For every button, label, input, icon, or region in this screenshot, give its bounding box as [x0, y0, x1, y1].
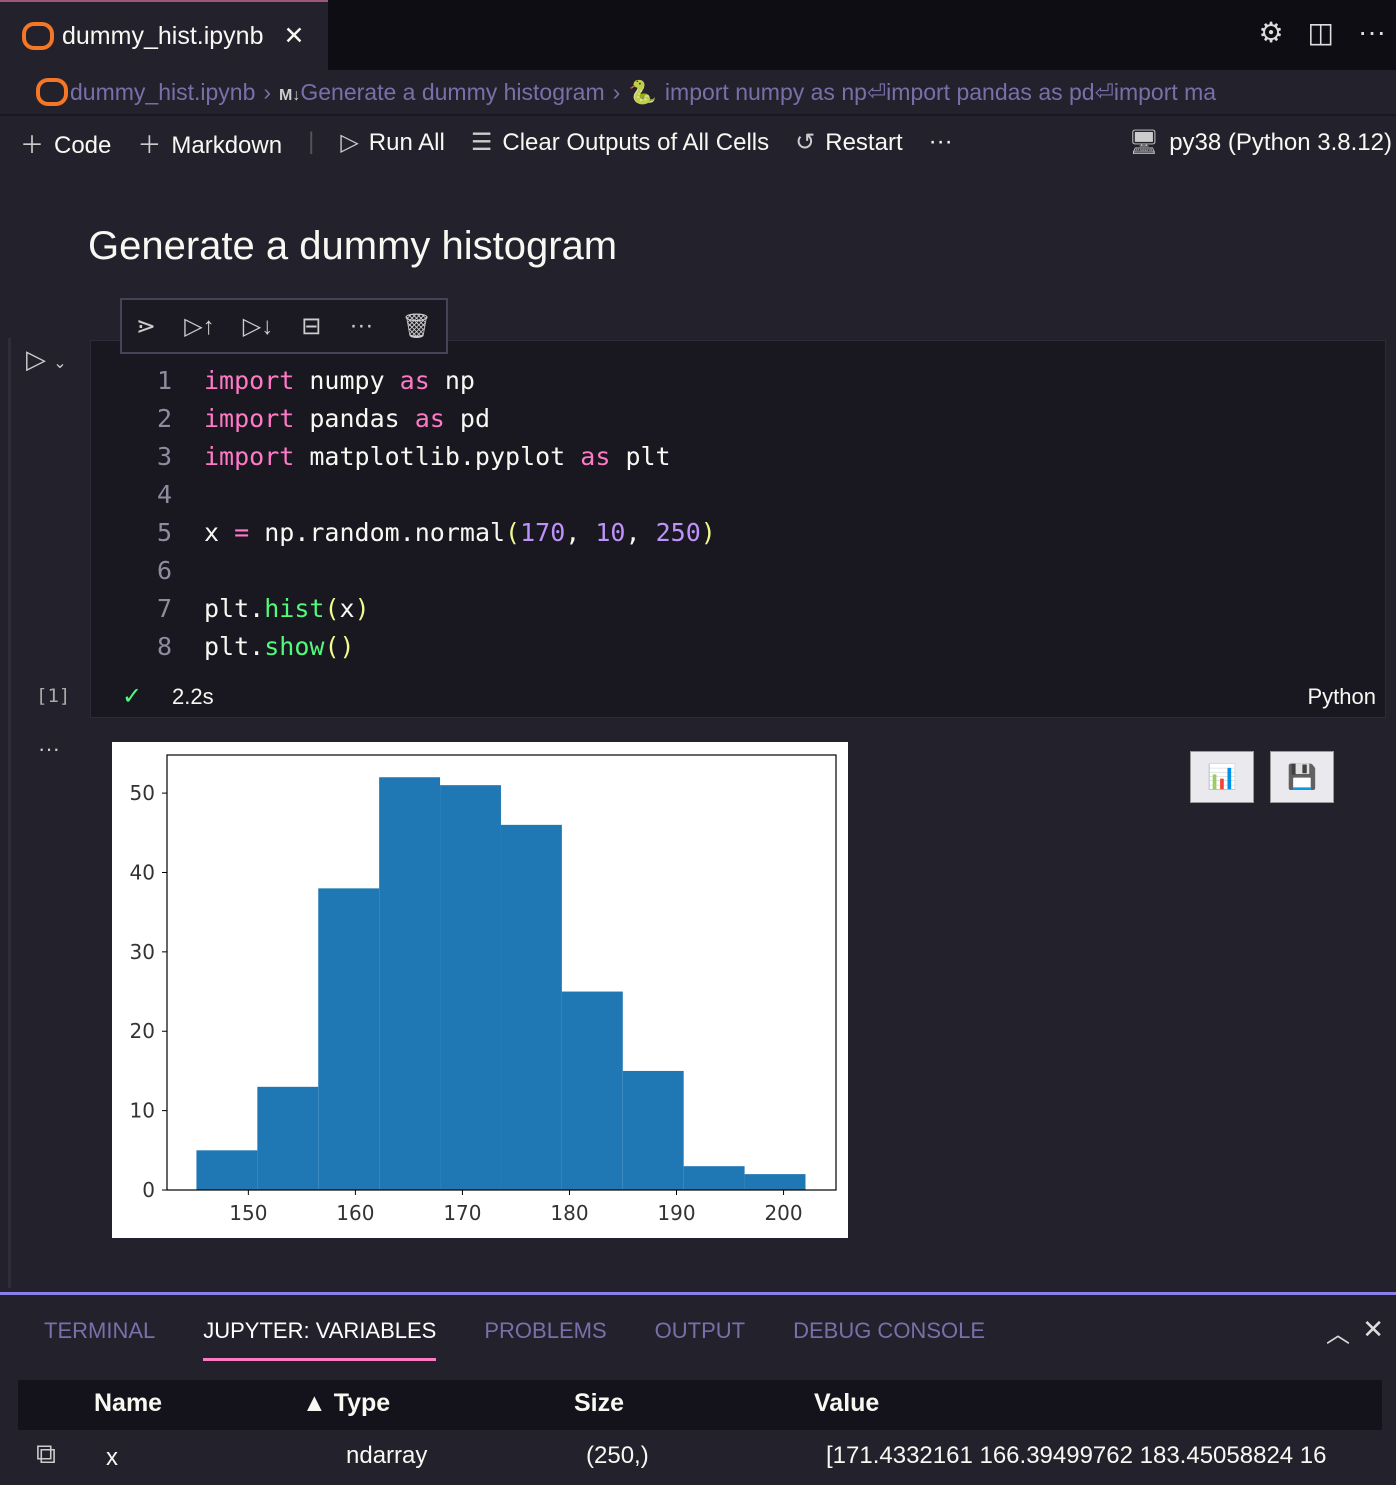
output-plot: 150 160 170 180 190 200 0 10 20 30 40 50 — [112, 742, 848, 1238]
markdown-icon: M↓ — [279, 86, 301, 104]
run-all-icon: ▷ — [340, 128, 359, 156]
histogram-bar — [440, 785, 501, 1190]
column-size[interactable]: Size — [574, 1389, 625, 1417]
column-name[interactable]: Name — [94, 1389, 163, 1417]
more-icon[interactable]: ··· — [928, 128, 953, 155]
add-code-button[interactable]: ＋ Code — [20, 131, 112, 159]
variable-name: x — [106, 1444, 118, 1471]
tab-output[interactable]: OUTPUT — [654, 1318, 746, 1343]
tab-title: dummy_hist.ipynb — [62, 21, 264, 50]
tab-terminal[interactable]: TERMINAL — [44, 1318, 156, 1343]
execution-time: 2.2s — [172, 684, 214, 709]
x-tick-label: 180 — [550, 1201, 588, 1225]
breadcrumb-section[interactable]: Generate a dummy histogram — [300, 78, 605, 105]
code-editor[interactable]: 1 import numpy as np 2 import pandas as pd… — [156, 366, 716, 661]
output-more-icon[interactable]: ··· — [38, 736, 60, 761]
tab-dummy-hist[interactable]: dummy_hist.ipynb ✕ — [0, 0, 328, 70]
run-by-line-icon[interactable]: ⋗ — [136, 312, 157, 340]
clear-all-icon: ☰ — [470, 128, 493, 156]
save-plot-button[interactable]: 💾 — [1270, 751, 1334, 803]
close-icon[interactable]: ✕ — [283, 22, 305, 50]
add-markdown-button[interactable]: ＋ Markdown — [137, 131, 283, 159]
histogram-bar — [318, 888, 380, 1190]
plus-icon: ＋ — [137, 131, 162, 159]
check-icon: ✓ — [122, 683, 143, 710]
tab-problems[interactable]: PROBLEMS — [484, 1318, 607, 1343]
column-value[interactable]: Value — [814, 1389, 880, 1417]
bottom-panel — [0, 1292, 1396, 1485]
histogram-bar — [257, 1086, 319, 1190]
tab-debug-console[interactable]: DEBUG CONSOLE — [793, 1318, 986, 1343]
variable-size: (250,) — [586, 1442, 649, 1469]
y-tick-label: 0 — [142, 1178, 155, 1202]
code-cell[interactable] — [90, 340, 1386, 718]
split-cell-icon[interactable]: ⊟ — [301, 312, 322, 340]
variable-type: ndarray — [346, 1442, 428, 1469]
restart-button[interactable]: ↺ Restart — [795, 128, 903, 156]
open-data-viewer-icon[interactable]: ⧉ — [36, 1438, 56, 1469]
tab-jupyter-variables[interactable]: JUPYTER: VARIABLES — [203, 1318, 437, 1361]
bar-chart-icon: 📊 — [1207, 763, 1237, 791]
breadcrumb: dummy_hist.ipynb › M↓Generate a dummy his… — [34, 78, 1394, 106]
run-all-button[interactable]: ▷ Run All — [340, 128, 445, 156]
cell-toolbar: ⋗ ▷↑ ▷↓ ⊟ ··· 🗑 — [120, 298, 448, 354]
save-icon: 💾 — [1287, 763, 1317, 791]
kernel-icon: 🖥 — [1128, 129, 1160, 156]
x-tick-label: 200 — [764, 1201, 802, 1225]
jupyter-icon — [20, 22, 54, 50]
histogram-bar — [744, 1174, 806, 1190]
y-tick-label: 30 — [130, 940, 155, 964]
notebook-toolbar: ＋ Code ＋ Markdown | ▷ Run All ☰ Clear Output… — [0, 114, 1396, 168]
histogram-bar — [561, 991, 623, 1190]
histogram-chart: 150 160 170 180 190 200 0 10 20 30 40 50 — [130, 754, 837, 1225]
table-row[interactable]: ⧉ x ndarray (250,) [171.4332161 166.3949… — [18, 1432, 1382, 1485]
maximize-panel-icon[interactable]: ︿ — [1326, 1321, 1350, 1348]
histogram-bar — [379, 777, 441, 1190]
variable-value: [171.4332161 166.39499762 183.45058824 1… — [826, 1442, 1327, 1469]
chevron-down-icon[interactable]: ⌄ — [53, 355, 67, 372]
histogram-bar — [683, 1166, 745, 1190]
more-icon[interactable]: ··· — [349, 312, 374, 339]
kernel-picker[interactable]: 🖥 py38 (Python 3.8.12) — [1128, 129, 1392, 156]
axes-frame — [166, 754, 837, 1191]
trash-icon[interactable]: 🗑 — [401, 312, 432, 340]
panel-tabs: TERMINAL JUPYTER: VARIABLES PROBLEMS OUT… — [44, 1318, 985, 1361]
x-tick-label: 150 — [229, 1201, 267, 1225]
run-above-icon[interactable]: ▷↑ — [184, 312, 215, 340]
plot-viewer-button[interactable]: 📊 — [1190, 751, 1254, 803]
run-cell-button[interactable]: ▷ ⌄ — [26, 344, 67, 374]
breadcrumb-cell[interactable]: import numpy as np⏎import pandas as pd⏎i… — [664, 78, 1217, 105]
restart-icon: ↺ — [795, 128, 816, 156]
cell-focus-bar — [8, 338, 11, 1288]
clear-outputs-button[interactable]: ☰ Clear Outputs of All Cells — [470, 128, 770, 156]
markdown-heading: Generate a dummy histogram — [88, 224, 618, 268]
more-icon[interactable]: ··· — [1358, 16, 1386, 47]
x-tick-label: 190 — [657, 1201, 695, 1225]
close-panel-icon[interactable]: ✕ — [1362, 1314, 1384, 1344]
breadcrumb-file[interactable]: dummy_hist.ipynb — [70, 78, 256, 105]
execution-count: [1] — [36, 685, 71, 707]
column-type[interactable]: ▲ Type — [302, 1389, 391, 1417]
gear-icon[interactable]: ⚙ — [1258, 17, 1284, 48]
y-tick-label: 40 — [130, 860, 155, 884]
run-below-icon[interactable]: ▷↓ — [242, 312, 274, 340]
y-tick-label: 50 — [130, 781, 155, 805]
plus-icon: ＋ — [20, 131, 44, 159]
jupyter-icon — [34, 78, 68, 106]
variables-table-header: Name ▲ Type Size Value — [18, 1380, 1382, 1430]
python-icon: 🐍 — [628, 78, 657, 105]
histogram-bar — [622, 1070, 684, 1190]
y-tick-label: 10 — [130, 1099, 155, 1123]
cell-language[interactable]: Python — [1307, 684, 1377, 709]
histogram-bar — [196, 1150, 258, 1190]
split-editor-icon[interactable]: ◫ — [1307, 17, 1335, 48]
histogram-bar — [500, 824, 562, 1190]
x-tick-label: 160 — [336, 1201, 374, 1225]
y-tick-label: 20 — [130, 1019, 155, 1043]
x-tick-label: 170 — [443, 1201, 481, 1225]
